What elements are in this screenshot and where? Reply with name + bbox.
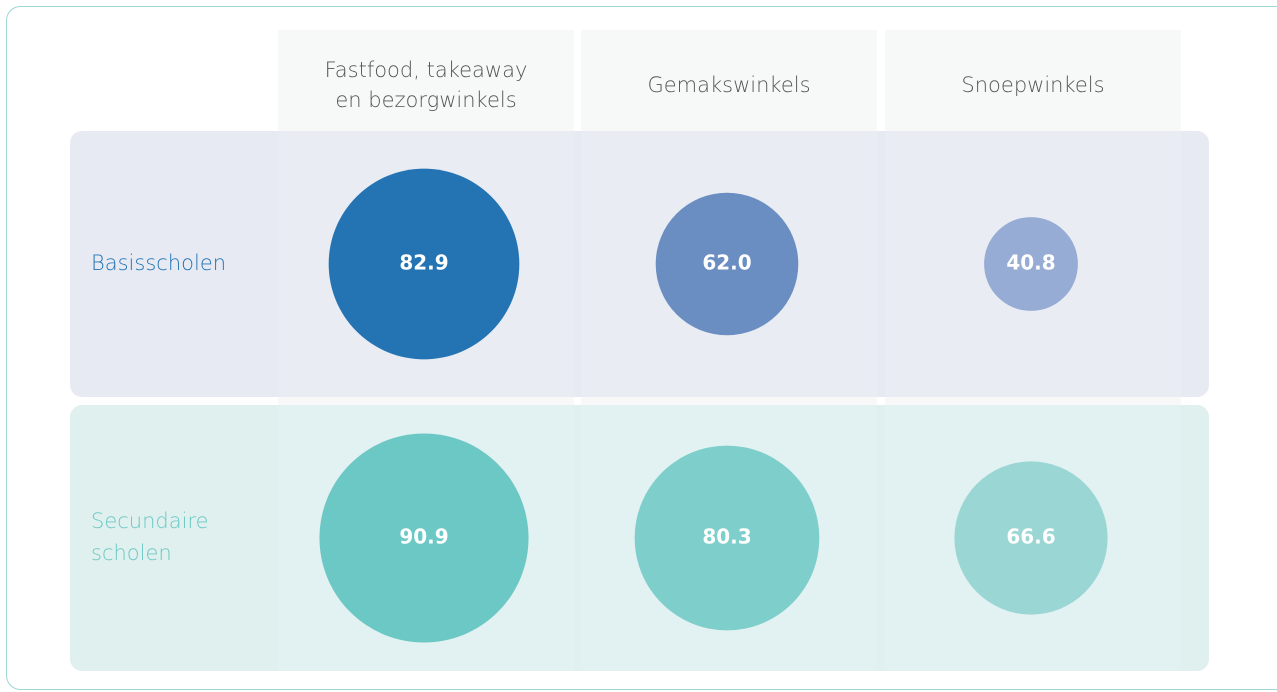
row-label: scholen (91, 541, 172, 565)
row-band (70, 131, 1209, 397)
value-label: 90.9 (399, 525, 448, 549)
bubble (319, 433, 529, 643)
value-label: 82.9 (399, 251, 448, 275)
column-header: en bezorgwinkels (335, 88, 516, 112)
bubble (634, 445, 820, 631)
bubble (655, 192, 799, 336)
bubble (984, 217, 1078, 311)
value-label: 66.6 (1006, 525, 1055, 549)
column-header: Gemakswinkels (647, 73, 810, 97)
row-label: Basisscholen (91, 251, 226, 275)
column-header: Snoepwinkels (961, 73, 1104, 97)
column-header: Fastfood, takeaway (325, 58, 528, 82)
value-label: 80.3 (702, 525, 751, 549)
row-label: Secundaire (91, 509, 209, 533)
bubble (954, 461, 1108, 615)
bubble (328, 168, 520, 360)
value-label: 40.8 (1006, 251, 1055, 275)
value-label: 62.0 (702, 251, 751, 275)
